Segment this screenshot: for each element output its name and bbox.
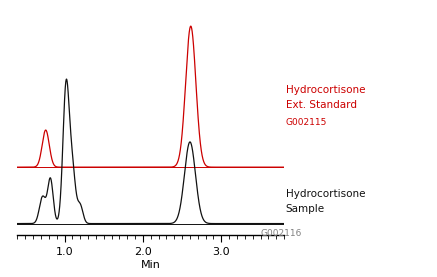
Text: G002115: G002115: [286, 118, 327, 127]
Text: Hydrocortisone: Hydrocortisone: [286, 189, 365, 199]
Text: G002116: G002116: [260, 229, 302, 238]
X-axis label: Min: Min: [141, 260, 161, 270]
Text: Hydrocortisone: Hydrocortisone: [286, 85, 365, 95]
Text: Sample: Sample: [286, 204, 325, 214]
Text: Ext. Standard: Ext. Standard: [286, 100, 357, 110]
